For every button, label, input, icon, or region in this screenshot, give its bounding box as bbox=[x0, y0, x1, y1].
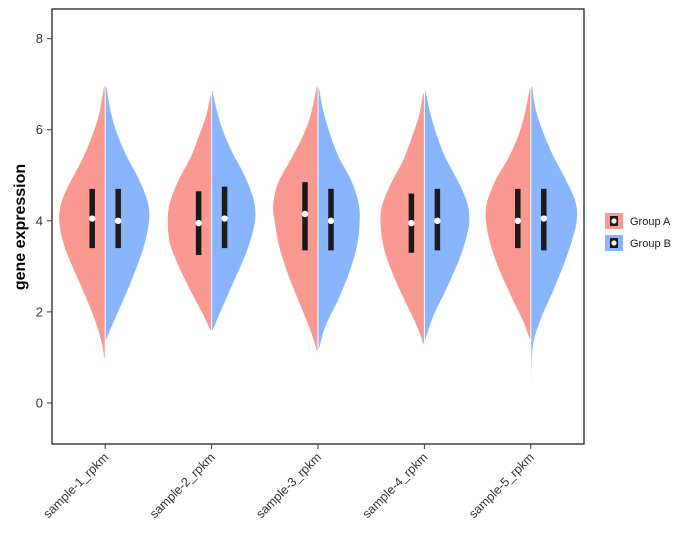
violin-half-group-a-1 bbox=[59, 86, 106, 358]
median-point-group-b-3 bbox=[327, 217, 335, 225]
x-tick-label: sample-4_rpkm bbox=[360, 450, 431, 521]
x-tick-label: sample-5_rpkm bbox=[466, 450, 537, 521]
median-point-group-b-4 bbox=[434, 217, 441, 225]
violin-half-group-a-4 bbox=[380, 93, 425, 344]
y-tick-label: 4 bbox=[36, 213, 43, 228]
legend-dot-icon bbox=[611, 218, 617, 224]
median-point-group-a-2 bbox=[195, 219, 202, 227]
legend: Group A Group B bbox=[605, 213, 671, 251]
y-tick-label: 2 bbox=[36, 304, 43, 319]
violin-half-group-b-5 bbox=[530, 86, 578, 404]
y-axis: 0 2 4 6 8 bbox=[36, 31, 52, 411]
violin-half-group-a-2 bbox=[167, 95, 212, 331]
plot-area bbox=[59, 86, 578, 404]
x-tick-label: sample-1_rpkm bbox=[41, 450, 112, 521]
legend-label: Group B bbox=[630, 238, 671, 250]
violin-half-group-b-2 bbox=[211, 90, 256, 331]
y-tick-label: 8 bbox=[36, 31, 43, 46]
violin-half-group-b-1 bbox=[105, 86, 150, 340]
median-point-group-b-2 bbox=[221, 215, 228, 222]
x-axis: sample-1_rpkm sample-2_rpkm sample-3_rpkm s… bbox=[41, 444, 537, 521]
median-point-group-b-1 bbox=[115, 217, 122, 225]
x-tick-label: sample-3_rpkm bbox=[253, 450, 324, 521]
x-tick-label: sample-2_rpkm bbox=[147, 450, 218, 521]
median-point-group-a-1 bbox=[89, 215, 96, 222]
median-point-group-a-5 bbox=[514, 217, 521, 225]
y-tick-label: 6 bbox=[36, 122, 43, 137]
violin-half-group-a-3 bbox=[273, 86, 318, 351]
median-point-group-a-4 bbox=[408, 219, 415, 227]
legend-label: Group A bbox=[630, 216, 671, 228]
violin-half-group-a-5 bbox=[485, 88, 531, 340]
median-point-group-b-5 bbox=[540, 215, 547, 222]
y-axis-label: gene expression bbox=[12, 164, 29, 290]
legend-dot-icon bbox=[611, 240, 617, 246]
median-point-group-a-3 bbox=[301, 210, 309, 218]
violin-half-group-b-4 bbox=[424, 90, 470, 340]
violin-half-group-b-3 bbox=[318, 88, 360, 349]
y-tick-label: 0 bbox=[36, 396, 43, 411]
